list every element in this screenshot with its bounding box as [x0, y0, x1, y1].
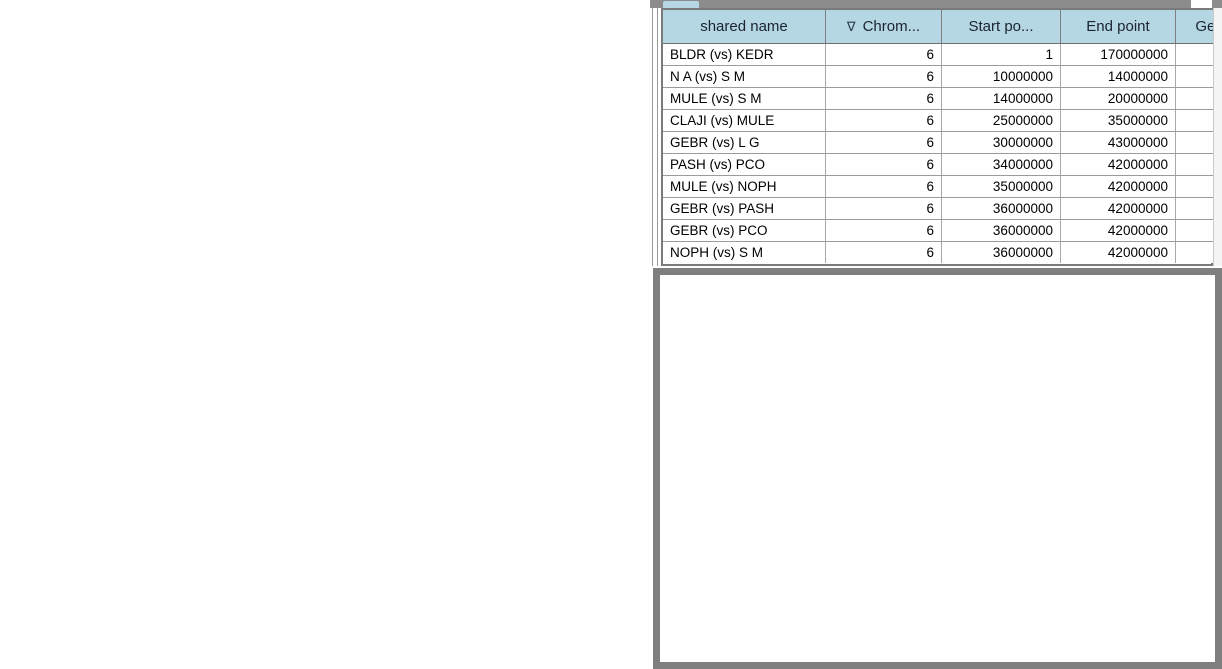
- table-cell[interactable]: 10000000: [941, 65, 1061, 88]
- filter-icon[interactable]: ∇: [846, 19, 856, 34]
- table-cell[interactable]: 6: [825, 153, 942, 176]
- table-cell[interactable]: 36000000: [941, 241, 1061, 263]
- table-row[interactable]: N A (vs) S M610000000140000006.6: [663, 65, 1222, 88]
- table-cell[interactable]: NOPH (vs) S M: [663, 241, 826, 263]
- table-row[interactable]: PASH (vs) PCO6340000004200000011.4: [663, 153, 1222, 176]
- table-row[interactable]: BLDR (vs) KEDR61170000000192.0: [663, 43, 1222, 66]
- table-cell[interactable]: 35000000: [1060, 109, 1176, 132]
- table-cell[interactable]: 35000000: [941, 175, 1061, 198]
- vertical-scrollbar[interactable]: [1213, 8, 1222, 266]
- table-cell[interactable]: 8.4: [1175, 219, 1222, 242]
- table-cell[interactable]: MULE (vs) S M: [663, 87, 826, 110]
- table-cell[interactable]: 6: [825, 241, 942, 263]
- table-cell[interactable]: 36000000: [941, 219, 1061, 242]
- subnetwork-panel: [653, 268, 1222, 669]
- main-network-panel[interactable]: [0, 0, 652, 669]
- table-cell[interactable]: 42000000: [1060, 241, 1176, 263]
- table-cell[interactable]: MULE (vs) NOPH: [663, 175, 826, 198]
- table-cell[interactable]: 42000000: [1060, 197, 1176, 220]
- tab-fragment[interactable]: [662, 0, 700, 8]
- table-cell[interactable]: 7.5: [1175, 87, 1222, 110]
- table-cell[interactable]: 11.4: [1175, 153, 1222, 176]
- table-cell[interactable]: 6: [825, 87, 942, 110]
- table-cell[interactable]: 6: [825, 197, 942, 220]
- column-header-start-po---[interactable]: Start po...: [941, 10, 1061, 44]
- top-bar: [650, 0, 1222, 8]
- table-row[interactable]: CLAJI (vs) MULE625000000350000005.9: [663, 109, 1222, 132]
- table-cell[interactable]: 14000000: [1060, 65, 1176, 88]
- table-cell[interactable]: GEBR (vs) PCO: [663, 219, 826, 242]
- table-cell[interactable]: 170000000: [1060, 43, 1176, 66]
- column-header-chrom---[interactable]: ∇ Chrom...: [825, 10, 942, 44]
- table-cell[interactable]: 6: [825, 109, 942, 132]
- table-cell[interactable]: 43000000: [1060, 131, 1176, 154]
- scrollbar-button[interactable]: [1191, 0, 1212, 8]
- panel-splitter[interactable]: [652, 8, 658, 266]
- table-cell[interactable]: 6: [825, 131, 942, 154]
- column-header-label: shared name: [700, 18, 788, 35]
- table-row[interactable]: MULE (vs) S M614000000200000007.5: [663, 87, 1222, 110]
- table-cell[interactable]: 10.5: [1175, 175, 1222, 198]
- table-cell[interactable]: 1: [941, 43, 1061, 66]
- subnetwork-canvas[interactable]: [660, 275, 1215, 662]
- table-cell[interactable]: 8.9: [1175, 197, 1222, 220]
- table-row[interactable]: GEBR (vs) PASH636000000420000008.9: [663, 197, 1222, 220]
- table-cell[interactable]: 25000000: [941, 109, 1061, 132]
- table-cell[interactable]: PASH (vs) PCO: [663, 153, 826, 176]
- table-cell[interactable]: 42000000: [1060, 175, 1176, 198]
- table-header: shared name ∇ Chrom... Start po... End point…: [663, 10, 1222, 44]
- table-cell[interactable]: 42000000: [1060, 219, 1176, 242]
- edge-attribute-table: shared name ∇ Chrom... Start po... End point…: [663, 10, 1222, 263]
- table-cell[interactable]: GEBR (vs) PASH: [663, 197, 826, 220]
- table-row[interactable]: NOPH (vs) S M636000000420000009.9: [663, 241, 1222, 263]
- table-cell[interactable]: 14000000: [941, 87, 1061, 110]
- table-row[interactable]: GEBR (vs) L G6300000004300000016.9: [663, 131, 1222, 154]
- table-cell[interactable]: 6: [825, 219, 942, 242]
- table-cell[interactable]: 6: [825, 65, 942, 88]
- table-cell[interactable]: 36000000: [941, 197, 1061, 220]
- column-header-label: Start po...: [968, 18, 1034, 35]
- table-cell[interactable]: 34000000: [941, 153, 1061, 176]
- table-cell[interactable]: 30000000: [941, 131, 1061, 154]
- column-header-end-point[interactable]: End point: [1060, 10, 1176, 44]
- table-cell[interactable]: 6: [825, 175, 942, 198]
- table-cell[interactable]: 20000000: [1060, 87, 1176, 110]
- table-row[interactable]: GEBR (vs) PCO636000000420000008.4: [663, 219, 1222, 242]
- column-header-label: Chrom...: [862, 18, 921, 35]
- table-cell[interactable]: BLDR (vs) KEDR: [663, 43, 826, 66]
- table-cell[interactable]: 5.9: [1175, 109, 1222, 132]
- table-cell[interactable]: GEBR (vs) L G: [663, 131, 826, 154]
- column-header-shared-name[interactable]: shared name: [663, 10, 826, 44]
- table-cell[interactable]: 9.9: [1175, 241, 1222, 263]
- panel-gap: [652, 266, 1222, 268]
- table-cell[interactable]: 16.9: [1175, 131, 1222, 154]
- table-cell[interactable]: 6.6: [1175, 65, 1222, 88]
- table-cell[interactable]: N A (vs) S M: [663, 65, 826, 88]
- dense-network-canvas[interactable]: [0, 0, 652, 669]
- table-cell[interactable]: 42000000: [1060, 153, 1176, 176]
- table-cell[interactable]: 192.0: [1175, 43, 1222, 66]
- table-cell[interactable]: CLAJI (vs) MULE: [663, 109, 826, 132]
- table-panel: shared name ∇ Chrom... Start po... End point…: [661, 8, 1222, 266]
- table-cell[interactable]: 6: [825, 43, 942, 66]
- table-row[interactable]: MULE (vs) NOPH6350000004200000010.5: [663, 175, 1222, 198]
- column-header-label: End point: [1086, 18, 1150, 35]
